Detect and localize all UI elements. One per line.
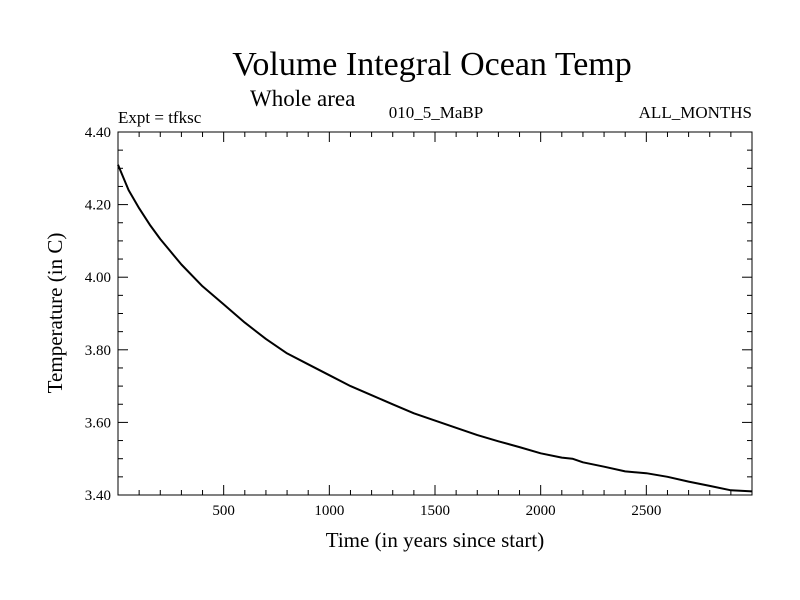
x-axis-label: Time (in years since start) [326, 528, 545, 552]
experiment-label: Expt = tfksc [118, 108, 202, 127]
period-label: 010_5_MaBP [389, 103, 483, 122]
x-tick-label: 2500 [631, 503, 661, 519]
y-tick-label: 4.40 [85, 125, 111, 141]
chart-title: Volume Integral Ocean Temp [232, 46, 632, 83]
x-tick-labels: 500 1000 1500 2000 2500 [212, 503, 661, 519]
y-tick-label: 3.60 [85, 415, 111, 431]
axis-ticks [118, 131, 752, 496]
y-tick-label: 3.40 [85, 488, 111, 504]
y-axis-label: Temperature (in C) [43, 233, 67, 394]
chart-subtitle: Whole area [250, 86, 355, 111]
x-tick-label: 2000 [526, 503, 556, 519]
y-tick-label: 4.20 [85, 198, 111, 214]
y-tick-label: 4.00 [85, 270, 111, 286]
series-line [117, 164, 753, 493]
plot-frame [117, 131, 753, 496]
months-label: ALL_MONTHS [639, 103, 752, 122]
y-tick-labels: 3.40 3.60 3.80 4.00 4.20 4.40 [85, 125, 111, 504]
x-tick-label: 1000 [314, 503, 344, 519]
x-tick-label: 500 [212, 503, 235, 519]
x-tick-label: 1500 [420, 503, 450, 519]
y-tick-label: 3.80 [85, 343, 111, 359]
